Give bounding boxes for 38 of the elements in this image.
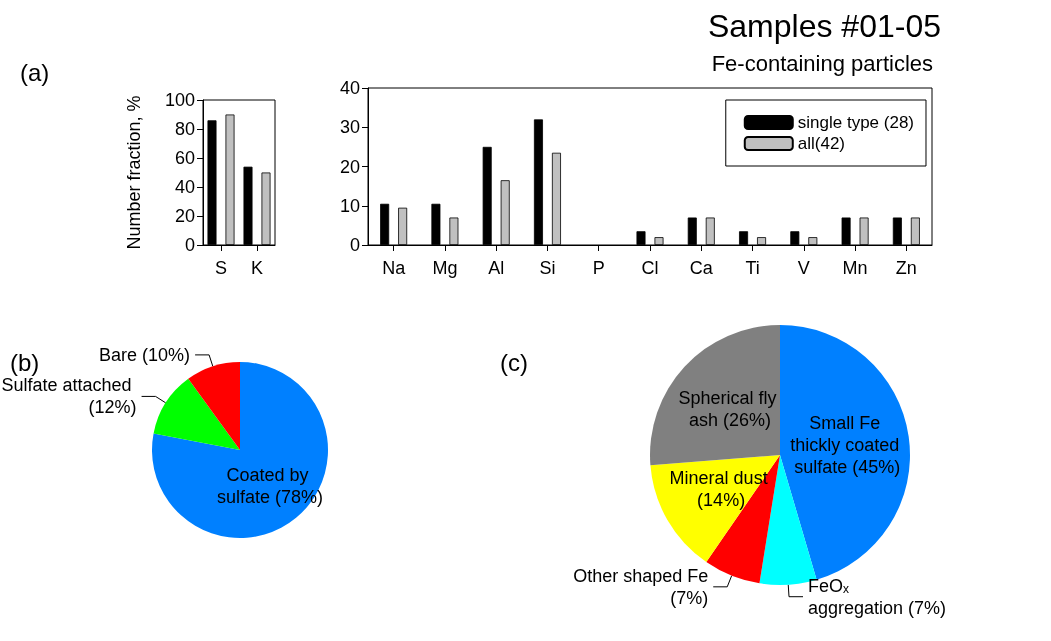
y-tick-label: 40: [339, 78, 360, 98]
x-tick-label: Zn: [895, 258, 917, 278]
x-tick-label: Mn: [842, 258, 868, 278]
x-tick-label: Na: [382, 258, 407, 278]
y-tick-label: 30: [339, 117, 360, 138]
x-tick-label: P: [592, 258, 605, 278]
slice-label: Sulfate attached (12%): [1, 375, 137, 418]
x-tick-label: Cl: [641, 258, 659, 278]
text: (a): [20, 58, 50, 86]
y-tick-label: 40: [174, 177, 195, 197]
x-tick-label: Mg: [432, 258, 458, 278]
y-tick-label: 10: [339, 195, 360, 216]
slice-label: Small Fe thickly coated sulfate (45%): [790, 413, 905, 478]
y-axis-title: Number fraction, %: [124, 95, 144, 250]
x-tick-label: V: [797, 258, 810, 278]
x-tick-label: S: [214, 258, 228, 278]
x-tick-label: Ca: [689, 258, 714, 278]
slice-label: FeOₓ aggregation (7%): [808, 575, 947, 618]
x-tick-label: Al: [488, 258, 505, 278]
x-tick-label: Si: [539, 258, 556, 278]
y-tick-label: 80: [174, 119, 195, 139]
y-tick-label: 20: [174, 206, 195, 226]
slice-label: Spherical fly ash (26%): [678, 387, 782, 430]
y-tick-label: 20: [339, 156, 360, 177]
x-tick-label: K: [250, 258, 264, 278]
slice-label: Other shaped Fe (7%): [573, 565, 709, 608]
x-tick-label: Ti: [745, 258, 760, 278]
text: (c): [500, 348, 528, 376]
legend-label: all(42): [797, 134, 846, 153]
text: (b): [10, 348, 40, 376]
chart-title: Samples #01-05: [707, 8, 941, 44]
y-tick-label: 0: [184, 235, 195, 255]
y-tick-label: 100: [164, 90, 195, 110]
legend-label: single type (28): [797, 113, 915, 132]
y-tick-label: 0: [349, 235, 360, 255]
slice-label: Bare (10%): [99, 344, 191, 365]
chart-subtitle: Fe-containing particles: [711, 50, 934, 76]
y-tick-label: 60: [174, 148, 195, 168]
